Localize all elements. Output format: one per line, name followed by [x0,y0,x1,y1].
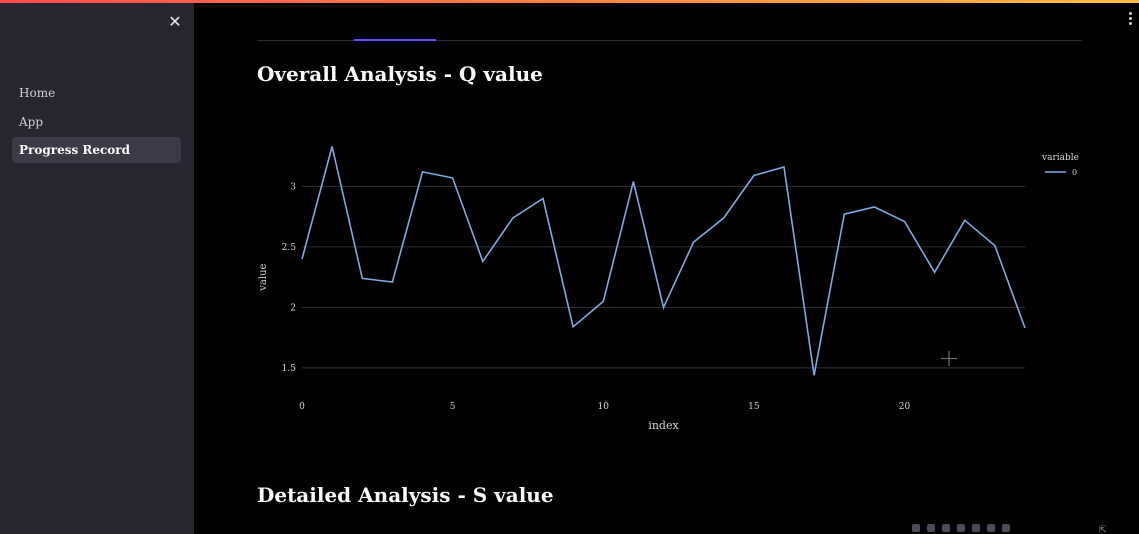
x-tick-label: 15 [748,402,760,412]
zoom-icon[interactable] [927,524,935,532]
zoom-out-icon[interactable] [972,524,980,532]
autoscale-icon[interactable] [987,524,995,532]
sidebar-nav: Home App Progress Record [12,80,181,166]
detailed-analysis-heading: Detailed Analysis - S value [257,483,554,507]
overall-analysis-heading: Overall Analysis - Q value [257,62,543,86]
active-tab-indicator [354,39,436,41]
pan-icon[interactable] [942,524,950,532]
x-tick-label: 10 [598,402,610,412]
main-menu-icon[interactable] [1125,12,1135,28]
sidebar-item-home[interactable]: Home [19,86,56,100]
sidebar-item-progress-record[interactable]: Progress Record [12,137,181,163]
sidebar: ✕ Home App Progress Record [0,3,194,534]
y-tick-label: 2.5 [282,243,297,253]
fullscreen-icon[interactable]: ⇱ [1098,525,1107,534]
x-tick-label: 0 [299,402,305,412]
close-sidebar-icon[interactable]: ✕ [168,12,182,31]
y-tick-label: 2 [290,303,296,313]
sidebar-item-app[interactable]: App [19,114,44,129]
q-value-line-chart[interactable]: 1.5 2 2.5 3 0 5 10 15 20 index value variable 0 [194,3,1139,443]
zoom-in-icon[interactable] [957,524,965,532]
legend-title: variable [1041,153,1079,163]
series-line-0 [301,146,1026,376]
x-tick-label: 5 [450,402,456,412]
chart-modebar[interactable] [912,524,1010,532]
main-content: Overall Analysis - Q value 1.5 2 2.5 3 0 5 10… [194,3,1139,534]
x-tick-label: 20 [899,402,911,412]
y-tick-label: 3 [290,182,296,192]
chart-legend[interactable]: variable 0 [1041,153,1079,177]
tab-bar-divider [257,40,1082,41]
legend-item-label: 0 [1072,168,1077,177]
crosshair-cursor-icon [941,351,957,366]
y-axis-label: value [258,263,269,291]
reset-axes-icon[interactable] [1002,524,1010,532]
top-accent-bar [0,0,1139,3]
y-tick-label: 1.5 [282,364,297,374]
x-axis-label: index [648,419,679,432]
camera-icon[interactable] [912,524,920,532]
